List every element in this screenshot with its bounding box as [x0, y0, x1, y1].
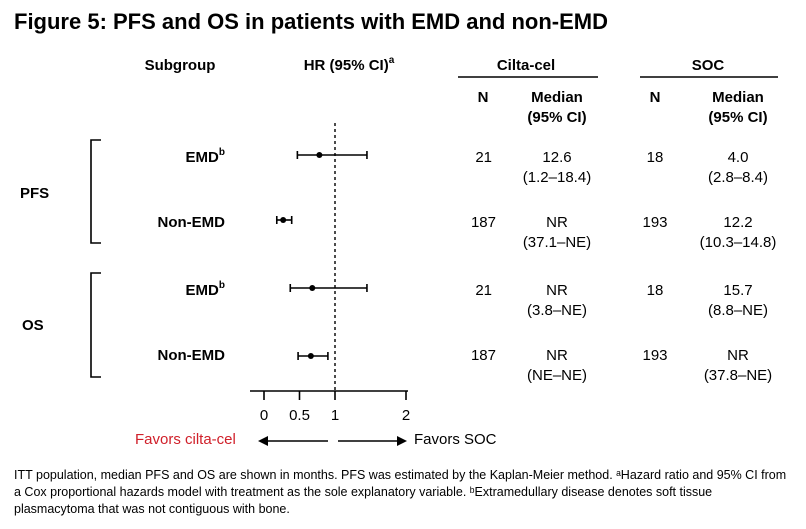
cilta-n-value: 21: [475, 149, 492, 166]
soc-n-value: 18: [646, 282, 664, 299]
soc-ci-value: (2.8–8.4): [707, 169, 769, 186]
soc-ci-value: (10.3–14.8): [699, 234, 777, 251]
soc-ci-value: (37.8–NE): [703, 367, 773, 384]
subgroup-label: Non-EMD: [157, 214, 226, 231]
footnote: ITT population, median PFS and OS are sh…: [14, 468, 787, 516]
cilta-ci-value: (1.2–18.4): [522, 169, 592, 186]
hr-point: [309, 285, 316, 291]
soc-n-value: 193: [642, 347, 668, 364]
cilta-median-header: Median: [531, 89, 583, 106]
cilta-n-value: 187: [470, 214, 496, 231]
favors-left-arrowhead: [258, 436, 268, 446]
cilta-median-value: NR: [546, 282, 568, 299]
favors-right-arrowhead: [397, 436, 407, 446]
cilta-median-value: NR: [546, 214, 568, 231]
soc-median-value: 15.7: [723, 282, 753, 299]
soc-ci-header: (95% CI): [708, 109, 768, 126]
favors-cilta-label: Favors cilta-cel: [135, 431, 236, 448]
soc-ci-value: (8.8–NE): [707, 302, 769, 319]
figure-title: Figure 5: PFS and OS in patients with EM…: [14, 9, 609, 34]
x-tick-label: 1: [331, 407, 339, 424]
group-label-os: OS: [22, 317, 44, 334]
x-tick-label: 0: [260, 407, 268, 424]
hr-point: [316, 152, 323, 158]
cilta-ci-value: (37.1–NE): [522, 234, 592, 251]
subgroup-label: Non-EMD: [157, 347, 226, 364]
os-bracket: [90, 272, 101, 378]
subgroup-label: EMDb: [185, 147, 225, 166]
soc-n-value: 18: [646, 149, 664, 166]
soc-n-header: N: [649, 89, 661, 106]
group-label-pfs: PFS: [20, 185, 50, 202]
hr-point: [280, 217, 287, 223]
cilta-median-value: 12.6: [542, 149, 572, 166]
x-tick-label: 0.5: [289, 407, 310, 424]
favors-soc-label: Favors SOC: [414, 431, 497, 448]
cilta-header: Cilta-cel: [496, 57, 556, 74]
soc-median-value: NR: [727, 347, 749, 364]
cilta-ci-header: (95% CI): [527, 109, 587, 126]
subgroup-header: Subgroup: [144, 57, 216, 74]
pfs-bracket: [90, 139, 101, 244]
hr-point: [307, 353, 314, 359]
cilta-n-value: 21: [475, 282, 492, 299]
cilta-n-value: 187: [470, 347, 496, 364]
soc-n-value: 193: [642, 214, 668, 231]
cilta-ci-value: (NE–NE): [526, 367, 588, 384]
cilta-median-value: NR: [546, 347, 568, 364]
cilta-n-header: N: [477, 89, 489, 106]
subgroup-label: EMDb: [185, 280, 225, 299]
hr-header: HR (95% CI)a: [303, 55, 395, 74]
soc-median-value: 4.0: [727, 149, 749, 166]
soc-median-header: Median: [712, 89, 764, 106]
soc-median-value: 12.2: [723, 214, 753, 231]
cilta-ci-value: (3.8–NE): [526, 302, 588, 319]
soc-header: SOC: [691, 57, 725, 74]
x-tick-label: 2: [402, 407, 410, 424]
